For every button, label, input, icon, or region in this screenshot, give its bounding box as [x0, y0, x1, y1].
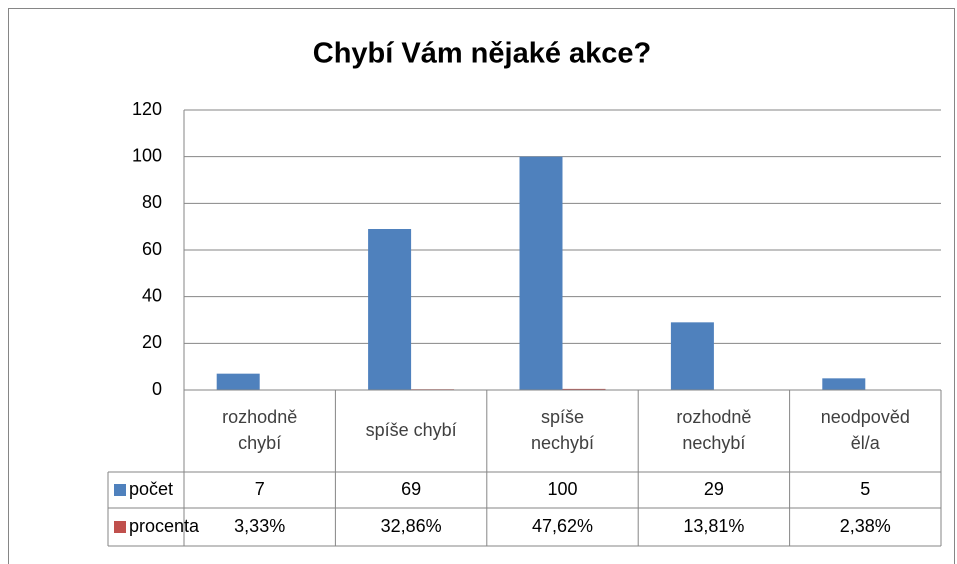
- bar: [368, 229, 412, 390]
- bar: [822, 378, 866, 390]
- data-table-value: 5: [860, 479, 870, 499]
- x-tick-label: nechybí: [682, 433, 745, 453]
- chart-frame: [8, 8, 955, 564]
- y-tick-label: 20: [142, 332, 162, 352]
- chart-title: Chybí Vám nějaké akce?: [313, 38, 652, 70]
- data-table-value: 29: [704, 479, 724, 499]
- data-table-value: 32,86%: [381, 516, 442, 536]
- legend-label: počet: [129, 479, 173, 499]
- data-table-value: 7: [255, 479, 265, 499]
- data-table-value: 2,38%: [840, 516, 891, 536]
- x-tick-label: nechybí: [531, 433, 594, 453]
- y-tick-label: 40: [142, 285, 162, 305]
- legend-label: procenta: [129, 516, 200, 536]
- y-tick-label: 100: [132, 145, 162, 165]
- x-tick-label: spíše: [541, 407, 584, 427]
- data-table-value: 69: [401, 479, 421, 499]
- legend-swatch: [114, 484, 126, 496]
- y-tick-label: 80: [142, 192, 162, 212]
- bar: [216, 373, 260, 390]
- data-table-value: 3,33%: [234, 516, 285, 536]
- data-table-value: 100: [547, 479, 577, 499]
- x-tick-label: ěl/a: [851, 433, 881, 453]
- x-tick-label: rozhodně: [676, 407, 751, 427]
- bar: [670, 322, 714, 390]
- y-tick-label: 120: [132, 99, 162, 119]
- bar: [562, 388, 606, 390]
- data-table-value: 13,81%: [683, 516, 744, 536]
- data-table-value: 47,62%: [532, 516, 593, 536]
- x-tick-label: chybí: [238, 433, 281, 453]
- x-tick-label: neodpověd: [821, 407, 910, 427]
- bar: [519, 156, 563, 390]
- x-tick-label: rozhodně: [222, 407, 297, 427]
- y-tick-label: 60: [142, 239, 162, 259]
- y-tick-label: 0: [152, 379, 162, 399]
- x-tick-label: spíše chybí: [366, 420, 457, 440]
- legend-swatch: [114, 521, 126, 533]
